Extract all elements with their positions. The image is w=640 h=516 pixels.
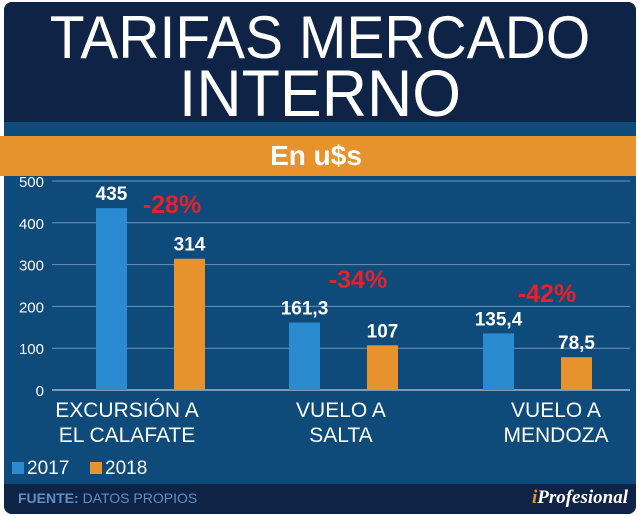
source: FUENTE: DATOS PROPIOS: [18, 490, 197, 506]
bar-2017: [289, 322, 320, 390]
change-label: -34%: [329, 266, 387, 294]
x-category-label: EXCURSIÓN A: [55, 399, 199, 422]
legend-2017: 2017: [12, 458, 69, 480]
title-line-1: TARIFAS MERCADO: [49, 4, 591, 71]
x-category-label: SALTA: [309, 424, 372, 447]
data-label: 161,3: [281, 299, 329, 320]
subtitle-band: En u$s: [0, 136, 636, 176]
legend-label-2018: 2018: [105, 458, 148, 479]
title-line-2: INTERNO: [178, 56, 462, 130]
bar-2018: [561, 357, 592, 390]
infographic-panel: TARIFAS MERCADO INTERNO FUENTE: DATOS PR…: [4, 2, 636, 514]
bar-2018: [367, 345, 398, 390]
footer: FUENTE: DATOS PROPIOS iProfesional: [4, 484, 636, 514]
y-tick-label: 400: [19, 216, 44, 233]
data-label: 78,5: [558, 333, 595, 354]
x-category-label: MENDOZA: [504, 424, 609, 447]
legend-label-2017: 2017: [27, 458, 70, 479]
data-label: 135,4: [475, 309, 523, 330]
x-category-label: VUELO A: [511, 399, 601, 422]
change-label: -28%: [143, 191, 201, 219]
source-text: DATOS PROPIOS: [82, 490, 198, 506]
y-tick-label: 200: [19, 299, 44, 316]
data-label: 314: [174, 235, 206, 256]
brand-i: i: [531, 487, 538, 508]
bar-2017: [96, 208, 127, 390]
bar-2018: [174, 258, 205, 390]
source-label: FUENTE:: [18, 490, 79, 506]
x-category-label: EL CALAFATE: [59, 424, 196, 447]
y-tick-label: 0: [36, 383, 44, 400]
brand-rest: Profesional: [537, 487, 628, 508]
header: TARIFAS MERCADO INTERNO: [4, 2, 636, 126]
x-category-label: VUELO A: [296, 399, 386, 422]
legend-swatch-2018: [90, 462, 102, 474]
y-tick-label: 100: [19, 341, 44, 358]
legend-swatch-2017: [12, 462, 24, 474]
brand-logo: iProfesional: [532, 487, 628, 509]
data-label: 107: [367, 321, 399, 342]
y-tick-label: 500: [19, 174, 44, 191]
bar-2017: [483, 333, 514, 390]
change-label: -42%: [518, 280, 576, 308]
y-tick-label: 300: [19, 258, 44, 275]
legend-2018: 2018: [90, 458, 147, 480]
data-label: 435: [96, 184, 128, 205]
